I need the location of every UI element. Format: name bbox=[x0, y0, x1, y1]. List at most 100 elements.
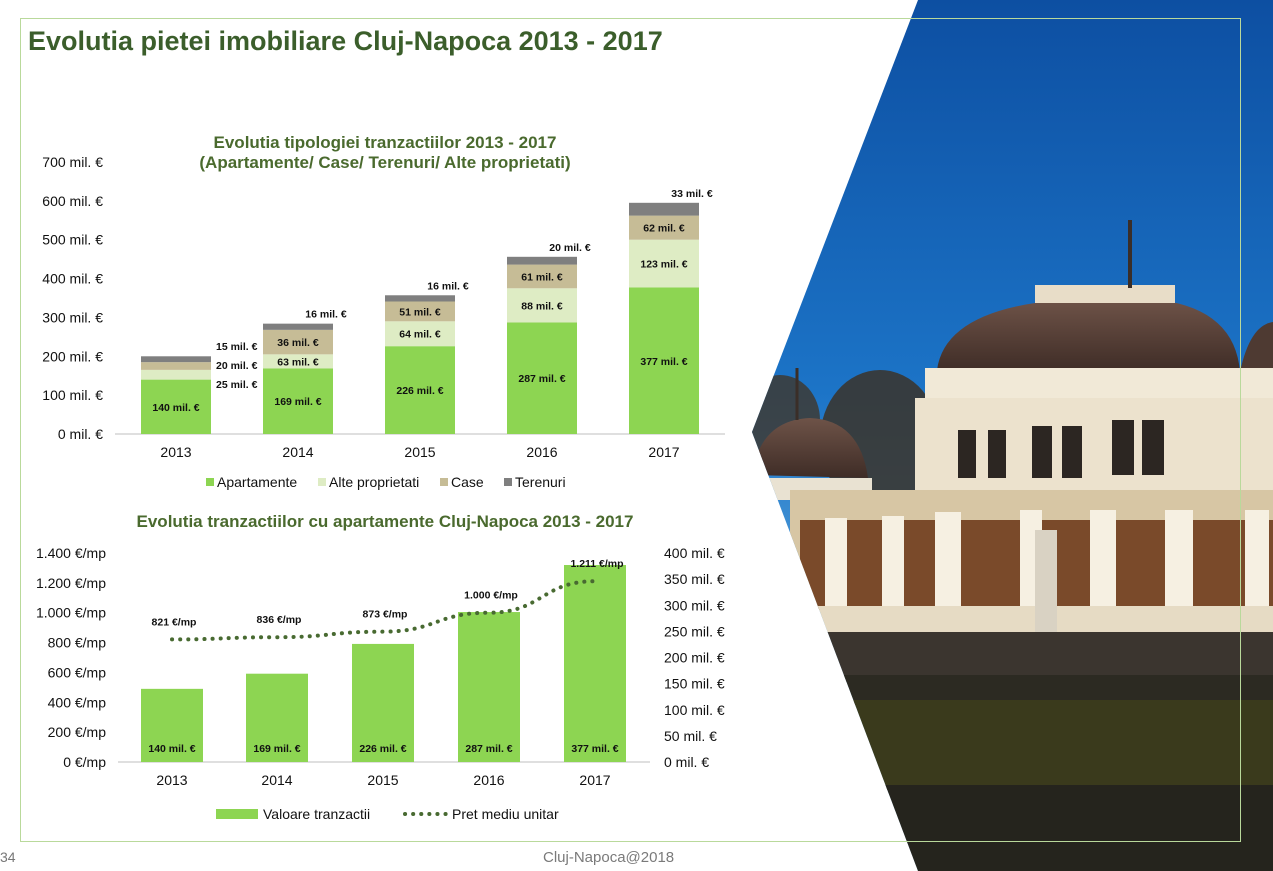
data-label: 62 mil. € bbox=[643, 223, 685, 235]
stacked-bar-chart: 0 mil. € 100 mil. € 200 mil. € 300 mil. € 40… bbox=[42, 154, 725, 490]
y-tick-label: 100 mil. € bbox=[42, 387, 103, 403]
data-label: 169 mil. € bbox=[274, 396, 321, 408]
data-label: 16 mil. € bbox=[305, 309, 347, 321]
y-tick-label: 200 mil. € bbox=[42, 348, 103, 364]
bar-segment bbox=[629, 287, 699, 434]
bar-segment bbox=[263, 323, 333, 330]
data-label: 88 mil. € bbox=[521, 300, 563, 312]
data-label: 51 mil. € bbox=[399, 306, 441, 318]
bar-segment bbox=[507, 288, 577, 323]
right-y-tick-label: 400 mil. € bbox=[664, 545, 725, 561]
data-label: 63 mil. € bbox=[277, 356, 319, 368]
bar-value-label: 377 mil. € bbox=[571, 743, 618, 755]
bar-value-label: 140 mil. € bbox=[148, 743, 195, 755]
data-label: 287 mil. € bbox=[518, 373, 565, 385]
data-label: 226 mil. € bbox=[396, 385, 443, 397]
chart1-subtitle-line: (Apartamente/ Case/ Terenuri/ Alte propr… bbox=[199, 153, 571, 172]
right-y-tick-label: 350 mil. € bbox=[664, 571, 725, 587]
data-label: 123 mil. € bbox=[640, 259, 687, 271]
left-y-tick-label: 400 €/mp bbox=[48, 694, 107, 710]
bar-segment bbox=[263, 329, 333, 355]
right-y-tick-label: 200 mil. € bbox=[664, 650, 725, 666]
bar-segment bbox=[263, 354, 333, 369]
left-y-tick-label: 200 €/mp bbox=[48, 724, 107, 740]
x-tick-label: 2017 bbox=[579, 772, 610, 788]
bar-segment bbox=[385, 295, 455, 302]
footer-text: Cluj-Napoca@2018 bbox=[543, 849, 675, 866]
chart2-title: Evolutia tranzactiilor cu apartamente Cl… bbox=[136, 512, 634, 531]
x-tick-label: 2015 bbox=[404, 444, 435, 460]
bar-segment bbox=[385, 346, 455, 434]
x-tick-label: 2015 bbox=[367, 772, 398, 788]
bar-value-label: 287 mil. € bbox=[465, 743, 512, 755]
bar-segment bbox=[629, 215, 699, 240]
right-y-tick-label: 250 mil. € bbox=[664, 623, 725, 639]
right-y-tick-label: 50 mil. € bbox=[664, 728, 717, 744]
bar-line-combo-chart: 0 €/mp 200 €/mp 400 €/mp 600 €/mp 800 €/mp 1.… bbox=[36, 545, 725, 822]
data-label: 61 mil. € bbox=[521, 271, 563, 283]
left-y-tick-label: 600 €/mp bbox=[48, 664, 107, 680]
line-value-label: 873 €/mp bbox=[363, 609, 408, 621]
legend-label: Case bbox=[451, 474, 484, 490]
right-y-tick-label: 0 mil. € bbox=[664, 754, 709, 770]
data-label: 25 mil. € bbox=[216, 379, 258, 391]
bar-segment bbox=[629, 202, 699, 216]
x-tick-label: 2014 bbox=[282, 444, 313, 460]
value-bar bbox=[352, 643, 414, 762]
bar-segment bbox=[507, 322, 577, 434]
x-tick-label: 2016 bbox=[526, 444, 557, 460]
y-tick-label: 400 mil. € bbox=[42, 271, 103, 287]
data-label: 64 mil. € bbox=[399, 329, 441, 341]
data-label: 36 mil. € bbox=[277, 337, 319, 349]
left-y-tick-label: 1.200 €/mp bbox=[36, 575, 106, 591]
legend-swatch bbox=[206, 478, 214, 486]
data-label: 15 mil. € bbox=[216, 341, 258, 353]
left-y-tick-label: 0 €/mp bbox=[63, 754, 106, 770]
x-tick-label: 2014 bbox=[261, 772, 292, 788]
x-tick-label: 2016 bbox=[473, 772, 504, 788]
y-tick-label: 0 mil. € bbox=[58, 426, 103, 442]
bar-value-label: 226 mil. € bbox=[359, 743, 406, 755]
right-y-tick-label: 150 mil. € bbox=[664, 676, 725, 692]
bar-segment bbox=[507, 264, 577, 289]
bar-segment bbox=[141, 356, 211, 363]
data-label: 140 mil. € bbox=[152, 402, 199, 414]
line-value-label: 1.000 €/mp bbox=[464, 590, 518, 602]
bar-segment bbox=[507, 256, 577, 265]
y-tick-label: 300 mil. € bbox=[42, 309, 103, 325]
line-value-label: 821 €/mp bbox=[152, 616, 197, 628]
legend-label: Pret mediu unitar bbox=[452, 806, 559, 822]
x-tick-label: 2013 bbox=[160, 444, 191, 460]
value-bar bbox=[141, 688, 203, 762]
bar-segment bbox=[141, 369, 211, 380]
right-y-tick-label: 300 mil. € bbox=[664, 597, 725, 613]
bar-segment bbox=[141, 379, 211, 434]
legend-swatch bbox=[504, 478, 512, 486]
page-number: 34 bbox=[0, 849, 16, 865]
bar-segment bbox=[629, 239, 699, 288]
left-y-tick-label: 1.400 €/mp bbox=[36, 545, 106, 561]
bar-segment bbox=[385, 301, 455, 322]
line-value-label: 1.211 €/mp bbox=[570, 558, 623, 570]
legend-label: Apartamente bbox=[217, 474, 297, 490]
legend-label: Valoare tranzactii bbox=[263, 806, 370, 822]
bar-segment bbox=[385, 321, 455, 347]
data-label: 16 mil. € bbox=[427, 280, 469, 292]
legend-swatch-bar bbox=[216, 809, 258, 819]
chart1-title: Evolutia tipologiei tranzactiilor 2013 -… bbox=[120, 133, 650, 173]
chart1-title-line: Evolutia tipologiei tranzactiilor 2013 -… bbox=[213, 133, 557, 152]
bar-value-label: 169 mil. € bbox=[253, 743, 300, 755]
page-title: Evolutia pietei imobiliare Cluj-Napoca 2… bbox=[28, 26, 663, 56]
y-tick-label: 600 mil. € bbox=[42, 193, 103, 209]
left-y-tick-label: 1.000 €/mp bbox=[36, 605, 106, 621]
line-value-label: 836 €/mp bbox=[257, 614, 302, 626]
data-label: 20 mil. € bbox=[549, 242, 591, 254]
left-y-tick-label: 800 €/mp bbox=[48, 635, 107, 651]
data-label: 20 mil. € bbox=[216, 360, 258, 372]
legend-label: Terenuri bbox=[515, 474, 566, 490]
value-bar bbox=[564, 565, 626, 762]
value-bar bbox=[246, 673, 308, 762]
data-label: 377 mil. € bbox=[640, 356, 687, 368]
y-tick-label: 700 mil. € bbox=[42, 154, 103, 170]
